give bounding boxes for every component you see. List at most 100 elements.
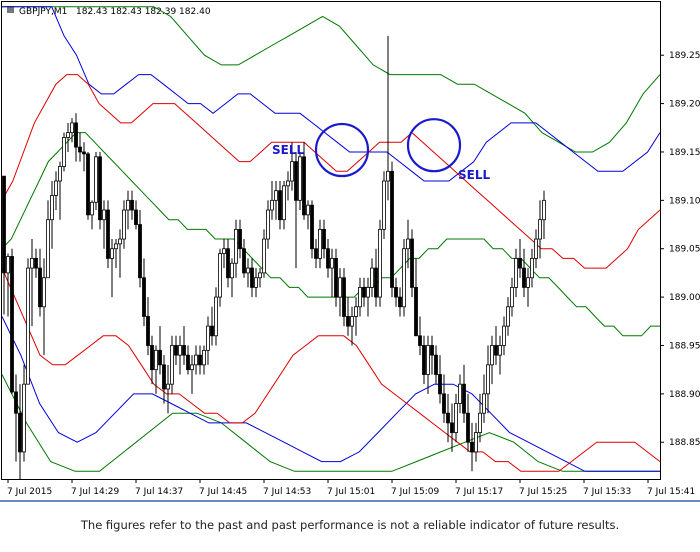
candle bbox=[314, 239, 318, 269]
candle bbox=[242, 239, 246, 278]
candle bbox=[246, 258, 250, 288]
candle-body-bull bbox=[526, 277, 530, 288]
candle-body-bear bbox=[398, 296, 402, 308]
candle-body-bull bbox=[218, 253, 222, 298]
candle bbox=[398, 287, 402, 317]
candle-body-bear bbox=[434, 354, 438, 375]
candle-body-bull bbox=[254, 277, 258, 288]
candle-body-bull bbox=[214, 296, 218, 337]
candle bbox=[338, 268, 342, 317]
candle-body-bull bbox=[298, 156, 302, 201]
candle-body-bull bbox=[178, 345, 182, 356]
candle bbox=[282, 180, 286, 230]
band-mid-upper bbox=[2, 6, 661, 182]
candle bbox=[454, 393, 458, 443]
candle-body-bear bbox=[322, 228, 326, 250]
y-tick-label: 188.85 bbox=[669, 438, 700, 448]
candle bbox=[194, 345, 198, 375]
candle-body-bull bbox=[42, 277, 46, 308]
candle bbox=[290, 142, 294, 191]
candle bbox=[382, 171, 386, 240]
candle bbox=[350, 306, 354, 346]
candle bbox=[66, 122, 70, 152]
x-tick-label: 7 Jul 15:33 bbox=[583, 487, 631, 497]
candle-body-bull bbox=[46, 219, 50, 279]
candle bbox=[202, 345, 206, 375]
candle-body-bear bbox=[86, 153, 90, 216]
candle bbox=[198, 345, 202, 375]
candle-body-bear bbox=[78, 146, 82, 153]
candle bbox=[354, 297, 358, 336]
candle bbox=[542, 190, 546, 240]
candle-body-bear bbox=[310, 204, 314, 250]
candle bbox=[402, 239, 406, 317]
candle-body-bull bbox=[426, 345, 430, 375]
candle bbox=[266, 200, 270, 249]
candle bbox=[214, 287, 218, 346]
sell-signals: SELL SELL bbox=[272, 118, 490, 182]
candle-body-bear bbox=[134, 209, 138, 225]
candle bbox=[230, 258, 234, 298]
candle-body-bear bbox=[82, 151, 86, 155]
candle-body-bear bbox=[494, 345, 498, 356]
candle-body-bear bbox=[210, 325, 214, 337]
candle-body-bull bbox=[538, 219, 542, 240]
y-tick-label: 189.25 bbox=[669, 51, 700, 61]
candle bbox=[390, 161, 394, 298]
candle bbox=[126, 190, 130, 230]
candle-body-bull bbox=[274, 190, 278, 201]
candle bbox=[478, 393, 482, 443]
candle-body-bear bbox=[198, 354, 202, 366]
candle-body-bull bbox=[126, 199, 130, 211]
candle-body-bear bbox=[2, 175, 6, 274]
candle-body-bear bbox=[346, 316, 350, 327]
candle-body-bear bbox=[14, 391, 18, 414]
candle bbox=[446, 393, 450, 443]
candle bbox=[222, 239, 226, 269]
candle bbox=[374, 248, 378, 307]
candle bbox=[434, 345, 438, 385]
band-inner-lower bbox=[1, 267, 661, 472]
candle-body-bear bbox=[302, 156, 306, 216]
candle bbox=[450, 403, 454, 452]
candle bbox=[94, 151, 98, 211]
y-tick-label: 188.95 bbox=[669, 341, 700, 351]
candle bbox=[62, 132, 66, 172]
candle-body-bull bbox=[306, 204, 310, 216]
candle-body-bear bbox=[390, 170, 394, 288]
candle bbox=[174, 335, 178, 365]
candle bbox=[262, 229, 266, 278]
candle bbox=[250, 258, 254, 298]
candle bbox=[178, 335, 182, 375]
y-tick-label: 188.90 bbox=[669, 390, 700, 400]
candle bbox=[270, 180, 274, 220]
candle bbox=[10, 248, 14, 394]
candle-body-bull bbox=[498, 345, 502, 356]
candle-body-bull bbox=[58, 166, 62, 182]
candle bbox=[278, 180, 282, 230]
candle bbox=[110, 239, 114, 298]
candle-body-bear bbox=[446, 412, 450, 424]
candle bbox=[366, 277, 370, 317]
x-tick-label: 7 Jul 14:37 bbox=[135, 487, 183, 497]
candle bbox=[42, 258, 46, 356]
candle-body-bull bbox=[30, 257, 34, 269]
candle bbox=[50, 180, 54, 249]
candle bbox=[254, 268, 258, 298]
candle bbox=[142, 258, 146, 327]
candle bbox=[6, 253, 10, 317]
candle-body-bear bbox=[342, 277, 346, 317]
candle-body-bull bbox=[26, 267, 30, 385]
candle bbox=[138, 210, 142, 288]
candle-body-bear bbox=[182, 345, 186, 356]
candle-body-bull bbox=[154, 349, 158, 371]
candle-body-bull bbox=[118, 238, 122, 245]
candle bbox=[58, 161, 62, 220]
candle bbox=[2, 175, 6, 315]
candle bbox=[238, 219, 242, 259]
candle-body-bull bbox=[354, 306, 358, 317]
candle bbox=[186, 345, 190, 375]
candle-body-bull bbox=[358, 287, 362, 308]
candle-body-bull bbox=[402, 248, 406, 308]
